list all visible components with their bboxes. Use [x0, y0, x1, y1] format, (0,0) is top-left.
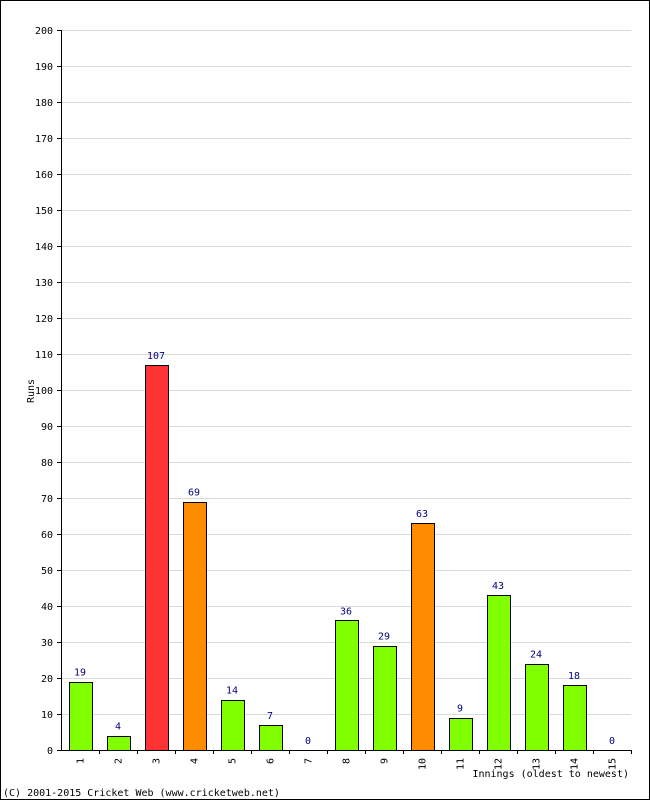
- y-axis-title: Runs: [26, 379, 37, 403]
- data-label: 19: [74, 668, 86, 679]
- x-tick-label: 4: [190, 758, 201, 764]
- y-tick-label: 130: [35, 278, 53, 289]
- data-label: 4: [115, 722, 121, 733]
- y-tick-label: 200: [35, 26, 53, 37]
- x-tick-label: 5: [228, 758, 239, 764]
- data-label: 14: [226, 686, 238, 697]
- data-label: 0: [609, 736, 615, 747]
- data-label: 63: [416, 509, 428, 520]
- bar: [449, 718, 473, 751]
- x-tick-label: 10: [418, 758, 429, 770]
- y-tick-label: 20: [41, 674, 53, 685]
- data-label: 18: [568, 671, 580, 682]
- data-label: 9: [457, 704, 463, 715]
- x-tick-label: 6: [266, 758, 277, 764]
- data-label: 107: [147, 351, 165, 362]
- y-tick-label: 70: [41, 494, 53, 505]
- bar: [373, 646, 397, 751]
- data-label: 29: [378, 632, 390, 643]
- y-tick-label: 40: [41, 602, 53, 613]
- x-tick-label: 13: [532, 758, 543, 770]
- y-tick-label: 80: [41, 458, 53, 469]
- x-tick-label: 11: [456, 758, 467, 770]
- y-tick-label: 50: [41, 566, 53, 577]
- y-tick-label: 160: [35, 170, 53, 181]
- x-tick-label: 3: [152, 758, 163, 764]
- data-label: 7: [267, 711, 273, 722]
- bar: [69, 682, 93, 751]
- y-tick-label: 190: [35, 62, 53, 73]
- x-tick-label: 14: [570, 758, 581, 770]
- bar: [259, 725, 283, 751]
- y-tick-label: 0: [47, 746, 53, 757]
- y-tick-label: 100: [35, 386, 53, 397]
- x-tick-label: 15: [608, 758, 619, 770]
- y-tick-label: 120: [35, 314, 53, 325]
- y-axis-ticks: 0 10 20 30 40 50 60 70 80 90 100 110 120 130 140 150 160…: [35, 26, 61, 757]
- bar: [563, 685, 587, 751]
- x-axis-title: Innings (oldest to newest): [472, 769, 629, 780]
- data-labels: 19 4 107 69 14 7 0 36 29 63 9 43 24 18 0: [74, 351, 615, 747]
- x-tick-label: 2: [114, 758, 125, 764]
- y-tick-label: 140: [35, 242, 53, 253]
- y-tick-label: 60: [41, 530, 53, 541]
- y-tick-label: 180: [35, 98, 53, 109]
- bar: [411, 523, 435, 751]
- data-label: 43: [492, 581, 504, 592]
- data-label: 36: [340, 606, 352, 617]
- bar: [221, 700, 245, 751]
- bars: [69, 365, 587, 751]
- bar: [183, 502, 207, 751]
- x-tick-label: 8: [342, 758, 353, 764]
- y-tick-label: 170: [35, 134, 53, 145]
- x-tick-label: 12: [494, 758, 505, 770]
- x-tick-label: 1: [76, 758, 87, 764]
- copyright-text: (C) 2001-2015 Cricket Web (www.cricketwe…: [3, 788, 280, 799]
- y-tick-label: 30: [41, 638, 53, 649]
- x-tick-label: 7: [304, 758, 315, 764]
- bar: [107, 736, 131, 751]
- bar: [335, 620, 359, 751]
- y-tick-label: 10: [41, 710, 53, 721]
- data-label: 69: [188, 488, 200, 499]
- x-tick-label: 9: [380, 758, 391, 764]
- y-tick-label: 90: [41, 422, 53, 433]
- data-label: 0: [305, 736, 311, 747]
- bar: [525, 664, 549, 751]
- y-tick-label: 110: [35, 350, 53, 361]
- data-label: 24: [530, 650, 542, 661]
- bar: [487, 595, 511, 751]
- bar: [145, 365, 169, 751]
- y-tick-label: 150: [35, 206, 53, 217]
- x-axis-ticks: 1 2 3 4 5 6 7 8 9 10 11 12 13 14 15: [76, 750, 632, 770]
